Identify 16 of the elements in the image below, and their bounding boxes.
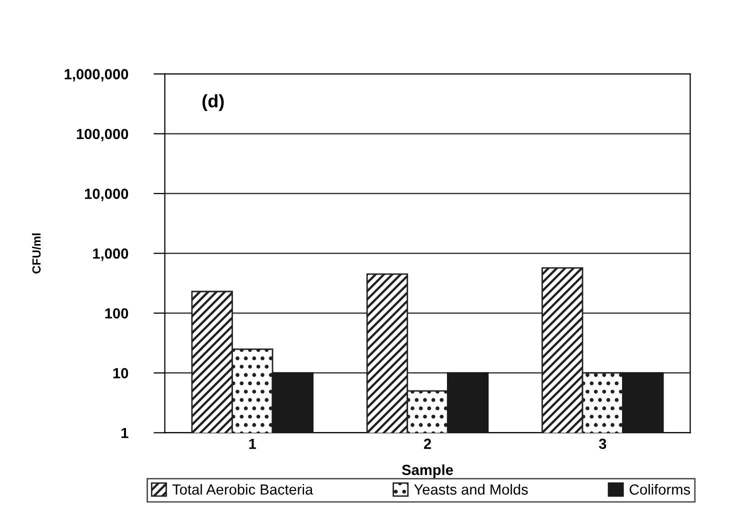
y-tick-label: 10,000 (85, 188, 128, 202)
x-axis-title: Sample (402, 464, 453, 478)
annotation: (d) (202, 94, 224, 112)
y-axis-title: CFU/ml (32, 234, 41, 274)
y-tick-label: 1 (122, 428, 128, 438)
x-tick-label: 3 (598, 438, 606, 450)
y-tick-label: 10 (113, 368, 128, 378)
legend-label: Yeasts and Molds (414, 484, 528, 495)
y-tick-label: 100 (105, 308, 128, 319)
legend-label: Total Aerobic Bacteria (172, 484, 314, 495)
y-tick-label: 1,000 (93, 248, 128, 261)
y-tick-label: 100,000 (76, 128, 128, 142)
y-tick-label: 1,000,000 (64, 69, 128, 82)
x-tick-label: 2 (424, 438, 431, 449)
x-tick-label: 1 (249, 438, 256, 449)
legend-label: Coliforms (630, 484, 690, 495)
